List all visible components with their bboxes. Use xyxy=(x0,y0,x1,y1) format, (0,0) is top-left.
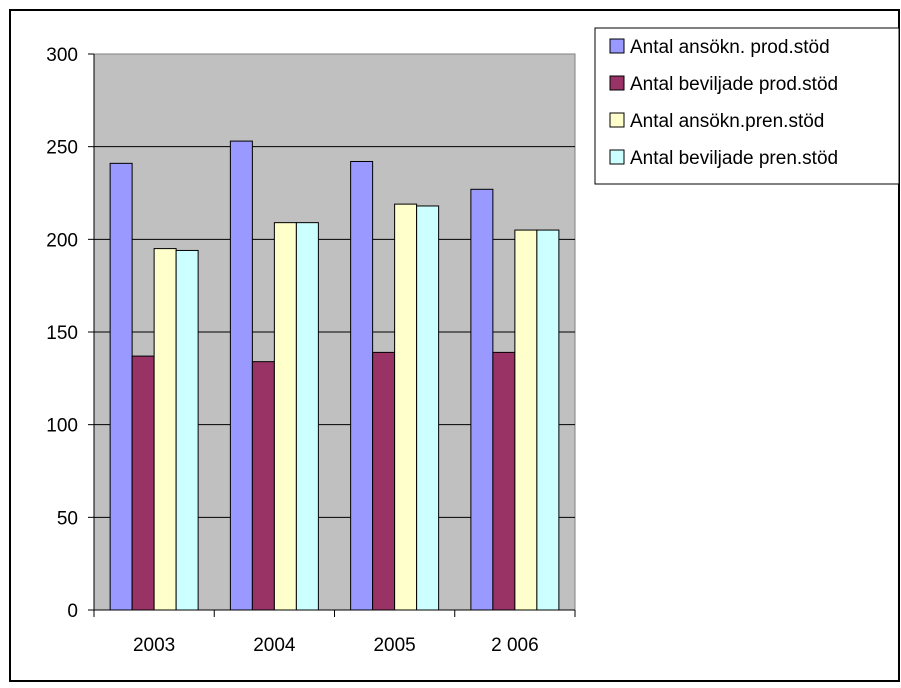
x-tick-label-1: 2004 xyxy=(253,635,296,656)
y-tick-label-200: 200 xyxy=(46,230,78,251)
legend-label-3: Antal beviljade pren.stöd xyxy=(630,148,838,169)
y-tick-labels: 0 50 100 150 200 250 300 xyxy=(46,45,78,622)
bar-2006-series-1 xyxy=(492,351,516,611)
bar-2004-series-2 xyxy=(273,222,297,611)
bar-2005-series-2 xyxy=(394,203,418,611)
legend-box xyxy=(594,27,900,185)
bar-2006-series-3 xyxy=(536,229,560,611)
bar-2005-series-0 xyxy=(350,160,374,611)
y-tick-label-0: 0 xyxy=(67,601,78,622)
legend-label-1: Antal beviljade prod.stöd xyxy=(630,74,838,95)
legend-swatch-3 xyxy=(609,149,625,165)
bar-2003-series-1 xyxy=(131,355,155,611)
legend: Antal ansökn. prod.stöd Antal beviljade p… xyxy=(594,27,900,185)
y-tick-label-150: 150 xyxy=(46,323,78,344)
bar-2004-series-3 xyxy=(295,222,319,611)
y-tick-label-100: 100 xyxy=(46,416,78,437)
x-tick-label-2: 2005 xyxy=(373,635,415,656)
bar-2003-series-0 xyxy=(109,162,133,611)
bar-2003-series-3 xyxy=(175,249,199,611)
legend-swatch-0 xyxy=(609,38,625,54)
bars xyxy=(109,140,560,611)
bar-2006-series-0 xyxy=(470,188,494,611)
x-tick-labels: 2003 2004 2005 2 006 xyxy=(133,635,539,656)
legend-swatch-2 xyxy=(609,112,625,128)
axes xyxy=(88,53,576,617)
bar-2004-series-0 xyxy=(229,140,253,611)
bar-2003-series-2 xyxy=(153,248,177,611)
x-tick-label-0: 2003 xyxy=(133,635,175,656)
bar-2005-series-3 xyxy=(416,205,440,611)
bar-2006-series-2 xyxy=(514,229,538,611)
y-tick-label-250: 250 xyxy=(46,138,78,159)
bar-2005-series-1 xyxy=(372,351,396,611)
legend-label-2: Antal ansökn.pren.stöd xyxy=(630,111,824,132)
legend-label-0: Antal ansökn. prod.stöd xyxy=(630,37,830,58)
y-tick-label-50: 50 xyxy=(57,508,78,529)
y-tick-label-300: 300 xyxy=(46,45,78,66)
bar-2004-series-1 xyxy=(251,361,275,611)
x-tick-label-3: 2 006 xyxy=(491,635,539,656)
legend-swatch-1 xyxy=(609,75,625,91)
